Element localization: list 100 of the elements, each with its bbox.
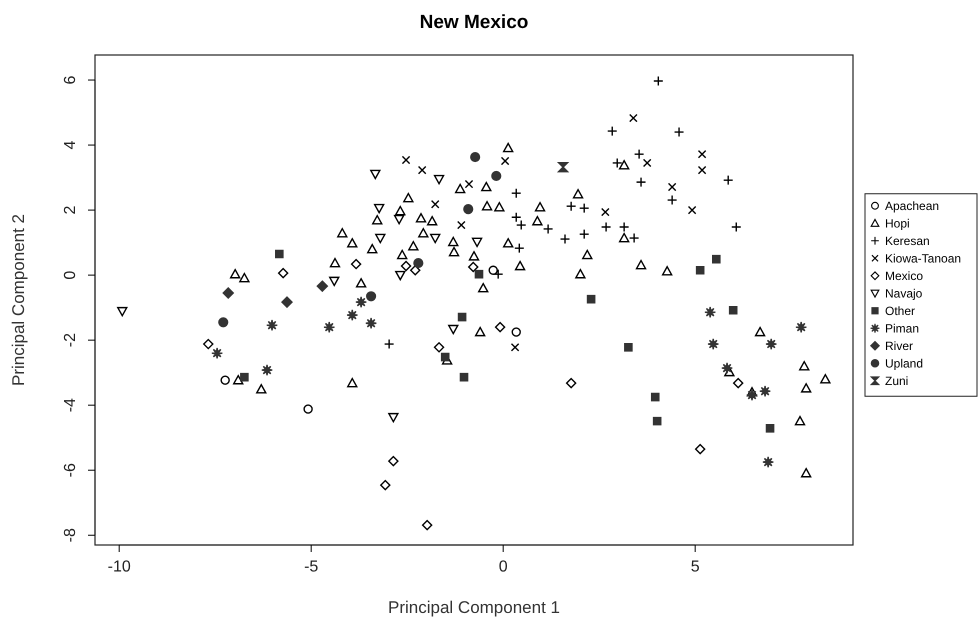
point — [636, 176, 646, 188]
x-tick-label: 5 — [690, 558, 700, 576]
point — [430, 200, 440, 209]
point — [370, 170, 381, 180]
point — [203, 338, 214, 350]
point — [704, 306, 716, 318]
point — [800, 383, 812, 393]
legend-label: Other — [885, 304, 916, 318]
point — [575, 268, 586, 278]
point — [510, 343, 520, 352]
point — [388, 412, 399, 422]
point — [721, 362, 733, 374]
point — [230, 268, 240, 278]
y-tick-label: 0 — [62, 270, 79, 280]
point — [233, 374, 244, 384]
y-tick-label: -2 — [62, 332, 79, 348]
point — [662, 266, 672, 276]
point — [754, 326, 766, 336]
point — [481, 182, 492, 192]
point — [600, 222, 612, 232]
point — [281, 296, 293, 308]
point — [365, 317, 377, 330]
point — [636, 260, 646, 270]
legend-label: Zuni — [885, 374, 908, 388]
point — [794, 416, 806, 426]
y-axis-title: Principal Component 2 — [9, 214, 28, 386]
point — [500, 156, 510, 166]
point — [374, 204, 384, 214]
point — [426, 216, 438, 226]
point — [218, 317, 228, 328]
point — [220, 375, 230, 385]
point — [400, 260, 412, 272]
point — [512, 327, 521, 337]
point — [629, 114, 638, 122]
point — [440, 352, 450, 362]
point — [586, 294, 596, 304]
point — [634, 148, 644, 160]
point — [458, 312, 466, 322]
point — [211, 347, 224, 360]
point — [372, 214, 382, 224]
point — [395, 206, 406, 216]
point — [642, 158, 652, 168]
y-tick-label: 2 — [62, 206, 79, 215]
point — [474, 326, 486, 336]
point — [712, 254, 721, 264]
point — [256, 384, 266, 394]
point — [410, 265, 420, 276]
point — [494, 322, 506, 332]
legend-label: Hopi — [885, 216, 910, 230]
point — [666, 194, 678, 206]
point — [413, 258, 424, 268]
x-tick-label: -5 — [304, 558, 318, 576]
point — [601, 208, 610, 216]
point — [618, 160, 630, 170]
point — [470, 152, 480, 162]
point — [694, 444, 706, 454]
point — [266, 319, 278, 332]
point — [612, 158, 622, 168]
point — [418, 166, 426, 174]
point — [502, 142, 514, 152]
point — [474, 270, 484, 278]
point — [350, 258, 362, 270]
point — [464, 180, 474, 188]
point — [275, 250, 284, 258]
point — [434, 174, 444, 184]
point — [765, 338, 778, 350]
point — [422, 520, 432, 530]
legend-label: Upland — [885, 356, 924, 370]
point — [759, 385, 771, 398]
point — [566, 378, 576, 388]
point — [542, 224, 554, 234]
point — [346, 309, 358, 322]
point — [582, 250, 592, 260]
point — [448, 236, 458, 246]
point — [566, 200, 576, 212]
point — [457, 220, 466, 230]
legend-label: Piman — [885, 321, 920, 336]
point — [618, 232, 630, 242]
point — [416, 213, 426, 223]
point — [482, 200, 492, 210]
point — [799, 360, 810, 370]
point — [532, 216, 543, 226]
point — [491, 170, 502, 182]
point — [460, 372, 468, 382]
point — [762, 456, 774, 468]
point — [514, 260, 526, 270]
point — [650, 392, 660, 402]
x-tick-label: 0 — [498, 558, 508, 576]
point — [820, 374, 831, 384]
point — [478, 282, 488, 292]
point — [430, 234, 440, 244]
y-tick-label: -6 — [62, 463, 79, 478]
point — [560, 234, 570, 244]
point — [403, 192, 414, 202]
point — [303, 404, 313, 414]
point — [448, 324, 458, 334]
point — [278, 268, 288, 278]
point — [766, 424, 774, 433]
point — [653, 76, 664, 86]
point — [367, 244, 378, 254]
